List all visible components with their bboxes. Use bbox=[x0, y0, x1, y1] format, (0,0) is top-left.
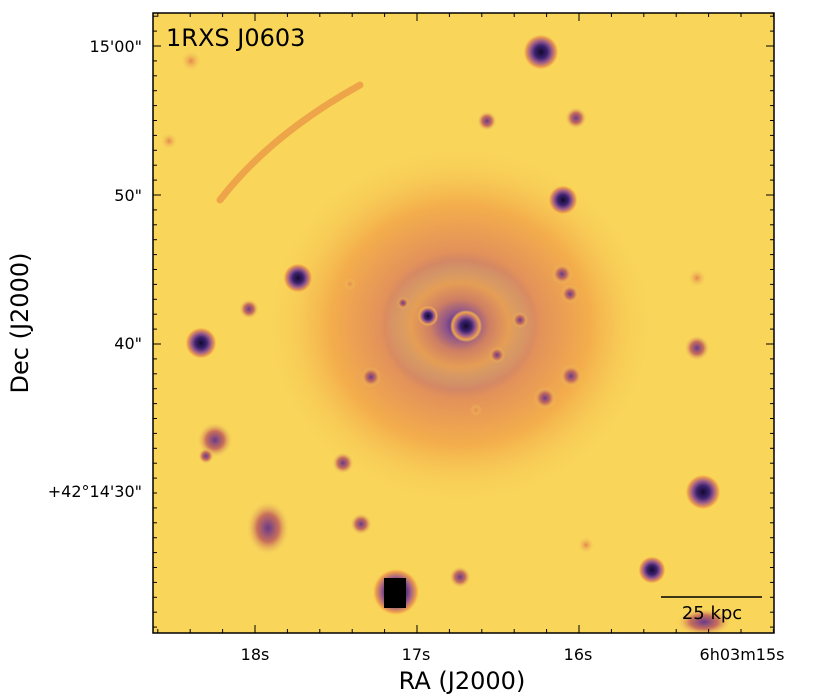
axis-ticks bbox=[153, 13, 774, 633]
panel-label: 1RXS J0603 bbox=[166, 24, 305, 52]
x-tick-label: 17s bbox=[402, 645, 431, 664]
y-axis-title: Dec (J2000) bbox=[6, 253, 34, 394]
sky-image bbox=[153, 13, 774, 633]
y-tick-label: +42°14'30" bbox=[48, 482, 142, 501]
y-tick-label: 15'00" bbox=[90, 37, 142, 56]
scale-bar-label: 25 kpc bbox=[682, 603, 742, 624]
gravitational-arc bbox=[216, 81, 364, 204]
x-axis-title: RA (J2000) bbox=[399, 667, 526, 695]
x-tick-label: 18s bbox=[241, 645, 270, 664]
sources bbox=[160, 34, 732, 633]
image-frame bbox=[152, 12, 775, 634]
x-tick-label: 6h03m15s bbox=[700, 645, 785, 664]
x-tick-label: 16s bbox=[564, 645, 593, 664]
y-tick-label: 40" bbox=[114, 334, 142, 353]
y-tick-label: 50" bbox=[114, 186, 142, 205]
